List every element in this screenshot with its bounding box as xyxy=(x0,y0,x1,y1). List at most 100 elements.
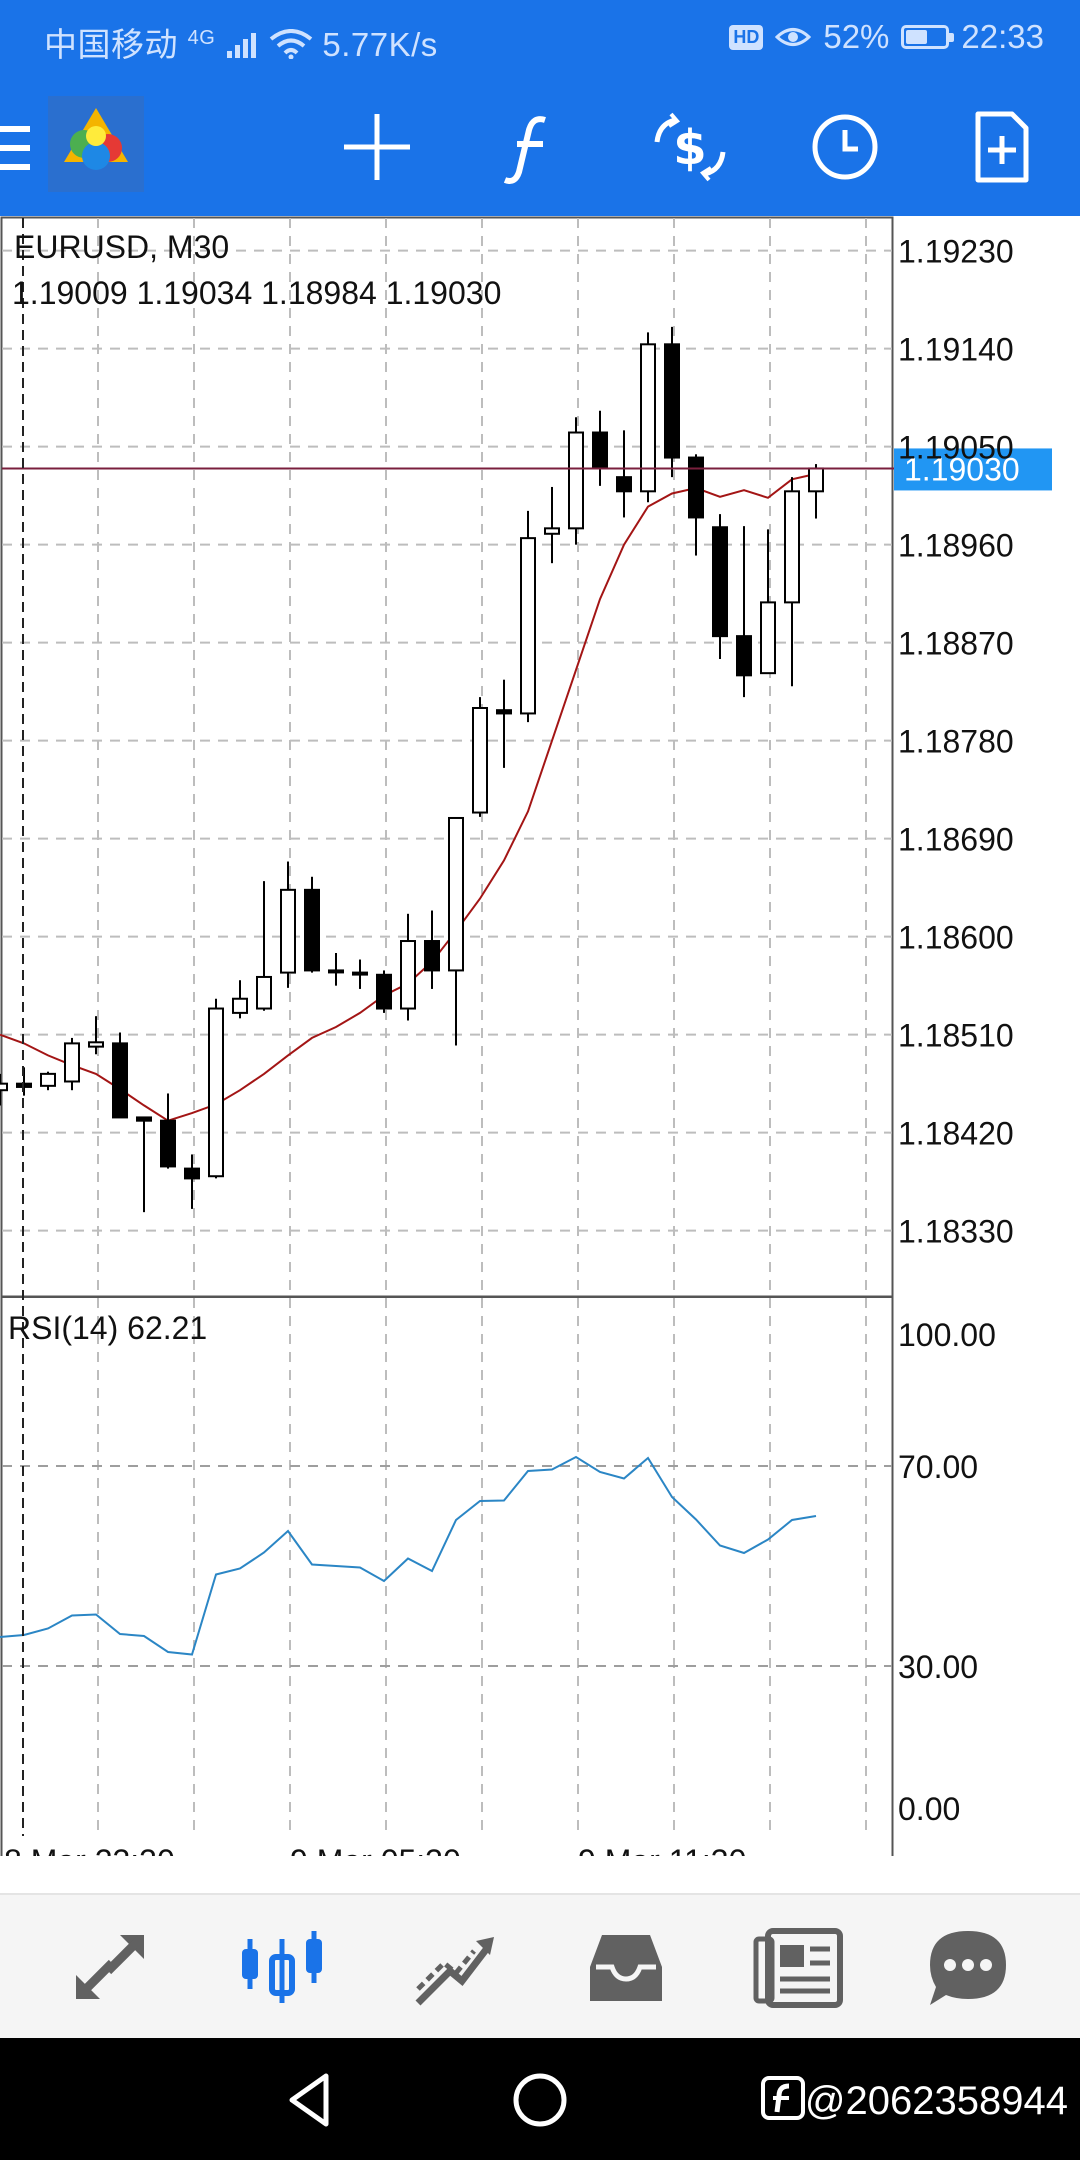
candle xyxy=(40,1071,56,1091)
price-tick-label: 1.19140 xyxy=(898,332,1014,368)
candle xyxy=(64,1037,80,1091)
candle-body xyxy=(112,1042,128,1119)
new-chart-button[interactable] xyxy=(956,102,1046,192)
signal-icon xyxy=(227,33,257,58)
charts-tab-icon xyxy=(242,1931,322,2003)
candle xyxy=(784,477,800,687)
candle-body xyxy=(472,707,488,814)
trade-icon: $ xyxy=(654,112,726,182)
candle xyxy=(352,959,368,989)
candle xyxy=(160,1093,176,1169)
current-price-tag xyxy=(894,448,1052,491)
candle xyxy=(664,326,680,478)
price-tick-label: 1.18780 xyxy=(898,724,1014,760)
crosshair-button[interactable] xyxy=(332,102,422,192)
candle xyxy=(520,510,536,723)
trade-tab[interactable] xyxy=(404,1917,504,2017)
history-tab-icon xyxy=(590,1935,662,2001)
candle-body xyxy=(592,431,608,470)
time-tick-label: 9 Mar 11:30 xyxy=(578,1843,746,1856)
candle-body xyxy=(88,1041,104,1048)
candle-body xyxy=(712,526,728,638)
indicators-button[interactable] xyxy=(487,102,577,192)
candle xyxy=(448,816,464,1046)
clock-time: 22:33 xyxy=(961,18,1044,55)
candle-body xyxy=(568,431,584,530)
app-toolbar: $ xyxy=(0,74,1080,216)
quotes-tab[interactable] xyxy=(60,1917,160,2017)
chart-canvas[interactable]: 1.19030 1.19230 1.19140 1.19050 1.18960 1.18… xyxy=(0,216,1080,2055)
time-axis: 8 Mar 23:30 9 Mar 05:30 9 Mar 11:30 xyxy=(4,1843,746,1879)
candle xyxy=(544,486,560,564)
current-price-line: 1.19030 xyxy=(2,448,1052,491)
candle-body xyxy=(616,476,632,493)
candle-body xyxy=(208,1007,224,1178)
candle-body xyxy=(544,527,560,535)
candle-body xyxy=(688,456,704,519)
metatrader-logo-icon xyxy=(48,96,144,192)
rsi-tick-label: 30.00 xyxy=(898,1649,978,1685)
candle xyxy=(472,697,488,817)
candle xyxy=(568,417,584,545)
rsi-axis: 100.00 70.00 30.00 0.00 xyxy=(898,1317,996,1827)
candle-body xyxy=(160,1119,176,1168)
candle xyxy=(136,1116,152,1213)
home-button[interactable] xyxy=(500,2060,580,2140)
candle xyxy=(184,1154,200,1209)
candle xyxy=(760,529,776,675)
candle-body xyxy=(64,1042,80,1083)
price-axis: 1.19230 1.19140 1.19050 1.18960 1.18870 1.187… xyxy=(898,234,1014,1250)
news-tab[interactable] xyxy=(748,1917,848,2017)
trade-button[interactable]: $ xyxy=(645,102,735,192)
candle xyxy=(376,970,392,1013)
time-tick-label: 8 Mar 23:30 xyxy=(4,1843,175,1856)
price-tick-label: 1.18330 xyxy=(898,1214,1014,1250)
candle xyxy=(280,861,296,988)
candles xyxy=(0,326,824,1213)
quotes-tab-icon xyxy=(76,1935,144,1999)
battery-icon xyxy=(901,25,955,49)
chart-area[interactable]: 1.19030 1.19230 1.19140 1.19050 1.18960 1.18… xyxy=(0,216,1080,2055)
trade-tab-icon xyxy=(415,1937,494,2006)
candle-body xyxy=(376,973,392,1010)
wifi-icon xyxy=(269,29,312,60)
hd-badge: HD xyxy=(729,24,764,50)
charts-tab[interactable] xyxy=(232,1917,332,2017)
carrier-label: 中国移动 xyxy=(44,26,178,63)
rsi-line xyxy=(0,1455,817,1656)
new-chart-icon xyxy=(975,111,1029,183)
candle-body xyxy=(664,343,680,459)
back-triangle-icon xyxy=(289,2073,329,2127)
price-tick-label: 1.18690 xyxy=(898,822,1014,858)
home-circle-icon xyxy=(513,2073,567,2127)
function-icon xyxy=(503,116,546,184)
back-button[interactable] xyxy=(270,2060,350,2140)
network-type: 4G xyxy=(187,27,216,49)
svg-text:$: $ xyxy=(673,120,706,176)
bottom-navigation xyxy=(0,1893,1080,2040)
candle-body xyxy=(760,601,776,675)
candle xyxy=(112,1032,128,1119)
candle-body xyxy=(280,888,296,974)
candle-body xyxy=(496,709,512,715)
candle xyxy=(736,526,752,698)
app-logo[interactable] xyxy=(48,96,144,192)
status-bar: 中国移动 4G 5.77K/s HD 52% 22:33 xyxy=(0,0,1080,74)
menu-icon[interactable] xyxy=(0,126,30,170)
ohlc-values: 1.19009 1.19034 1.18984 1.19030 xyxy=(12,275,501,311)
symbol-title: EURUSD, M30 xyxy=(14,229,229,265)
messages-tab[interactable] xyxy=(918,1917,1018,2017)
candle xyxy=(616,430,632,518)
candle-body xyxy=(184,1167,200,1180)
candle xyxy=(808,464,824,519)
eye-icon xyxy=(775,28,812,46)
time-tick-label: 9 Mar 05:30 xyxy=(290,1843,461,1856)
candle-body xyxy=(0,1082,8,1092)
candle xyxy=(712,514,728,659)
candle-body xyxy=(352,971,368,976)
battery-percent: 52% xyxy=(823,18,890,55)
candle-body xyxy=(136,1116,152,1122)
candle xyxy=(688,454,704,556)
period-button[interactable] xyxy=(800,102,890,192)
history-tab[interactable] xyxy=(576,1917,676,2017)
